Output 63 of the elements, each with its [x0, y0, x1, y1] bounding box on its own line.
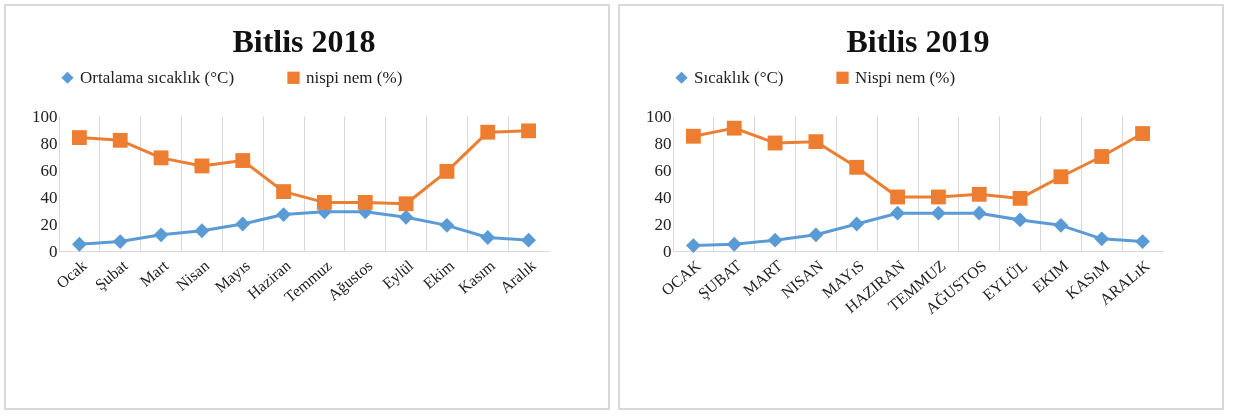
point: [726, 236, 742, 252]
point: [726, 120, 742, 136]
point: [767, 232, 783, 248]
point: [72, 130, 87, 146]
point: [1053, 169, 1069, 185]
point: [971, 186, 987, 202]
y-tick-label: 80: [40, 133, 58, 153]
legend-label: Nispi nem (%): [855, 67, 956, 87]
x-tick-label: Ekim: [419, 256, 458, 293]
legend-label: nispi nem (%): [306, 67, 403, 87]
point: [398, 209, 414, 225]
point: [971, 205, 987, 221]
point: [1053, 217, 1069, 233]
x-tick-label: Mart: [136, 256, 172, 290]
legend-label: Sıcaklık (°C): [694, 67, 784, 87]
point: [521, 123, 536, 139]
y-tick-label: 0: [663, 241, 672, 261]
y-tick-label: 100: [646, 106, 672, 126]
point: [1094, 231, 1110, 247]
y-tick-label: 100: [32, 106, 58, 126]
y-tick-label: 40: [654, 187, 672, 207]
point: [808, 134, 824, 150]
point: [686, 128, 701, 144]
y-tick-label: 60: [654, 160, 672, 180]
point: [398, 196, 414, 212]
point: [276, 184, 291, 200]
y-tick-label: 20: [40, 214, 58, 234]
point: [931, 189, 946, 205]
point: [276, 207, 291, 222]
point: [153, 227, 169, 243]
y-tick-label: 60: [40, 160, 58, 180]
point: [480, 124, 496, 140]
point: [1012, 190, 1028, 206]
point: [112, 132, 128, 148]
point: [849, 216, 865, 232]
point: [1012, 212, 1028, 228]
point: [439, 163, 455, 179]
point: [480, 230, 496, 245]
point: [890, 205, 905, 221]
point: [439, 217, 455, 233]
chart-title: Bitlis 2018: [232, 23, 376, 59]
y-tick-label: 20: [654, 214, 672, 234]
point: [521, 232, 536, 248]
point: [686, 238, 701, 254]
point: [808, 227, 824, 243]
point: [112, 234, 128, 249]
point: [153, 150, 169, 166]
point: [849, 159, 865, 175]
y-tick-label: 80: [654, 133, 672, 153]
legend-label: Ortalama sıcaklık (°C): [80, 67, 235, 87]
point: [194, 223, 210, 239]
point: [317, 194, 332, 210]
point: [890, 189, 905, 205]
point: [1094, 149, 1110, 164]
chart-title: Bitlis 2019: [846, 23, 990, 59]
y-tick-label: 40: [40, 187, 58, 207]
point: [72, 236, 87, 252]
point: [235, 216, 251, 232]
point: [1135, 234, 1150, 249]
point: [931, 205, 946, 221]
point: [235, 153, 251, 168]
point: [1135, 126, 1150, 141]
point: [357, 194, 373, 210]
